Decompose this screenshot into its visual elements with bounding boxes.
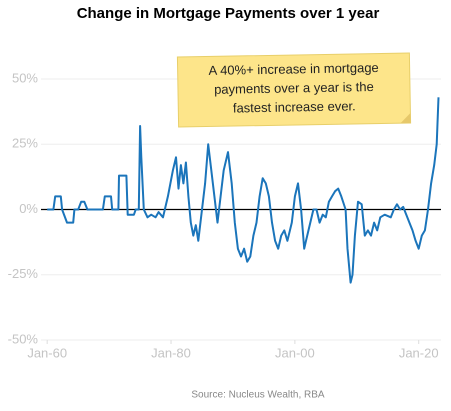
note-fold <box>400 112 411 124</box>
y-tick-label: -50% <box>8 331 39 346</box>
annotation-line: payments over a year is the <box>214 79 374 97</box>
data-line <box>47 97 440 284</box>
x-tick-label: Jan-00 <box>275 345 315 360</box>
source: Source: Nucleus Wealth, RBA <box>191 390 325 401</box>
sticky-note <box>176 52 412 128</box>
chart-title: Change in Mortgage Payments over 1 year <box>77 5 380 22</box>
annotation: A 40%+ increase in mortgage payments ove… <box>176 52 412 128</box>
y-tick-label: -25% <box>8 266 39 281</box>
annotation-line: A 40%+ increase in mortgage <box>208 60 378 78</box>
annotation-line: fastest increase ever. <box>233 98 356 115</box>
y-tick-label: 50% <box>12 70 38 85</box>
x-tick-label: Jan-20 <box>399 345 439 360</box>
x-tick-label: Jan-80 <box>151 345 191 360</box>
x-tick-label: Jan-60 <box>27 345 67 360</box>
y-tick-label: 25% <box>12 136 38 151</box>
y-tick-label: 0% <box>19 201 38 216</box>
